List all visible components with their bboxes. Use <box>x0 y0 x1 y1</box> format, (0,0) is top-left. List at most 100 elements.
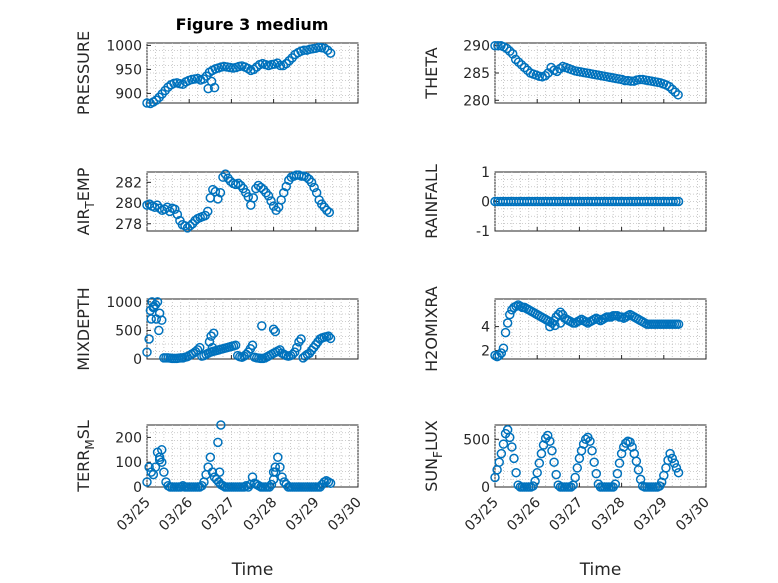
subplot-5: 0 500 1000 MIXDEPTH <box>74 287 359 371</box>
data-series <box>142 42 336 109</box>
data-point <box>627 442 637 452</box>
ylabel: AIRTEMP <box>74 167 97 235</box>
data-point <box>278 187 289 198</box>
ytick-label: 0 <box>481 480 490 496</box>
data-point <box>149 301 159 312</box>
data-point <box>625 437 635 447</box>
data-point <box>505 46 515 56</box>
data-point <box>614 458 625 468</box>
figure-title: Figure 3 medium <box>176 15 329 34</box>
data-point <box>550 320 560 331</box>
data-point <box>268 324 279 335</box>
data-point <box>656 477 667 487</box>
data-point <box>150 462 161 472</box>
data-point <box>195 342 205 353</box>
data-point <box>207 342 218 353</box>
data-point <box>494 457 504 467</box>
data-point <box>256 182 266 193</box>
data-point <box>545 436 555 446</box>
data-point <box>671 196 681 207</box>
data-point <box>555 318 566 328</box>
data-point <box>207 467 218 477</box>
ylabel: RAINFALL <box>422 164 441 239</box>
data-point <box>505 309 515 320</box>
subplot-3: 278 280 282 AIRTEMP <box>74 167 359 235</box>
data-point <box>496 448 507 459</box>
data-point <box>570 472 580 483</box>
data-point <box>540 70 550 81</box>
ylabel: PRESSURE <box>74 31 93 115</box>
data-point <box>170 204 180 215</box>
data-point <box>498 439 509 449</box>
data-series <box>490 425 684 492</box>
data-point <box>547 446 557 456</box>
ytick-label: 200 <box>115 430 142 446</box>
data-series <box>490 196 684 207</box>
ylabel-subscript: M <box>83 439 97 449</box>
xtick-label: 03/27 <box>198 495 238 535</box>
data-point <box>185 221 195 231</box>
data-point <box>296 334 306 344</box>
data-point <box>498 343 509 353</box>
data-point <box>494 350 504 361</box>
ytick-label: 1000 <box>106 38 142 54</box>
data-point <box>299 45 309 55</box>
data-point <box>287 349 298 360</box>
ytick-label: 278 <box>115 217 142 233</box>
data-point <box>634 74 645 85</box>
ylabel-main: TERR <box>74 450 93 493</box>
data-point <box>190 215 200 226</box>
ytick-label: 285 <box>463 66 490 82</box>
subplot-7: 0 100 200 03/25 03/26 03/27 03/28 03/29 03/30 TER… <box>74 420 365 580</box>
data-point <box>159 467 169 477</box>
data-point <box>151 314 162 324</box>
xlabel: Time <box>579 560 622 580</box>
data-point <box>192 345 203 355</box>
xtick-label: 03/25 <box>462 495 502 535</box>
data-point <box>589 457 599 467</box>
data-point <box>585 436 595 446</box>
data-point <box>530 476 540 487</box>
data-point <box>552 66 562 77</box>
data-point <box>528 481 538 491</box>
data-point <box>325 333 336 344</box>
data-point <box>502 43 512 54</box>
ylabel-main: AIR <box>74 209 93 236</box>
data-point <box>496 348 507 358</box>
ytick-label: 1000 <box>106 295 142 311</box>
ytick-label: 950 <box>115 62 142 78</box>
ytick-label: 0 <box>133 480 142 496</box>
ylabel: THETA <box>422 47 441 99</box>
ytick-label: 1 <box>481 165 490 181</box>
data-point <box>248 193 259 203</box>
data-point <box>566 482 576 492</box>
data-point <box>257 321 267 331</box>
data-point <box>263 191 274 201</box>
xtick-label: 03/30 <box>325 495 365 535</box>
data-point <box>509 453 519 464</box>
data-point <box>493 40 503 51</box>
data-point <box>633 465 644 475</box>
data-point <box>325 48 336 58</box>
data-point <box>301 172 312 182</box>
ytick-label: 290 <box>463 39 490 55</box>
data-point <box>142 477 152 487</box>
data-point <box>273 452 283 462</box>
data-point <box>665 448 675 459</box>
data-series <box>490 300 684 362</box>
data-point <box>507 442 517 452</box>
subplot-6: 2 4 H2OMIXRA <box>422 286 707 372</box>
data-point <box>536 448 547 459</box>
data-point <box>664 81 675 92</box>
data-point <box>631 456 642 466</box>
data-series <box>142 420 336 492</box>
data-point <box>532 467 542 478</box>
xtick-label: 03/25 <box>114 495 154 535</box>
ylabel-rest: SL <box>74 420 93 439</box>
data-point <box>513 57 524 67</box>
data-point <box>324 207 335 218</box>
data-point <box>616 448 627 459</box>
ylabel-subscript: T <box>83 201 97 210</box>
data-point <box>543 430 553 441</box>
data-point <box>507 49 518 59</box>
